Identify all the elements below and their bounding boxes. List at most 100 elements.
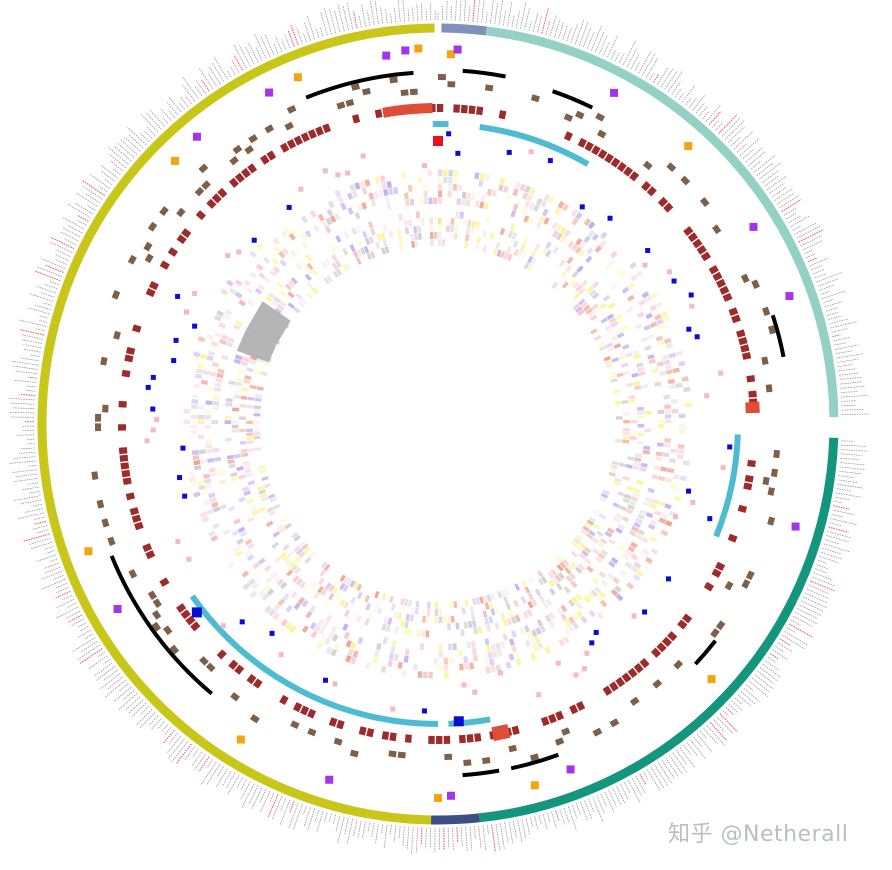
tip-label [821, 290, 846, 299]
heatmap-cell [334, 189, 342, 198]
heatmap-cell [466, 227, 471, 235]
highlight-marker [453, 716, 464, 727]
heatmap-cell [644, 496, 652, 503]
heatmap-cell [224, 415, 232, 420]
heatmap-cell [214, 456, 222, 462]
heatmap-cell [202, 369, 210, 376]
heatmap-cell [230, 471, 238, 478]
heatmap-cell [470, 227, 475, 235]
heatmap-cell [224, 308, 233, 316]
heatmap-cell [326, 274, 333, 283]
heatmap-cell [621, 399, 629, 404]
brown-block [95, 413, 102, 422]
heatmap-cell [256, 357, 265, 364]
heatmap-cell [513, 248, 520, 257]
clade-arc-navy [431, 813, 480, 825]
heatmap-cell [490, 665, 497, 673]
blue-pink-marker [192, 323, 198, 329]
heatmap-cell [560, 613, 568, 621]
tip-label [175, 743, 192, 764]
heatmap-cell [309, 605, 317, 613]
tip-label [81, 641, 98, 652]
orange-red-block [491, 724, 511, 742]
tip-label [769, 182, 785, 194]
heatmap-cell [623, 493, 632, 500]
heatmap-cell [324, 258, 331, 267]
heatmap-cell [246, 436, 254, 441]
darkred-bar [591, 145, 601, 156]
heatmap-cell [618, 462, 626, 468]
tip-label [620, 784, 629, 800]
brown-block [244, 145, 254, 155]
heatmap-cell [397, 661, 403, 669]
blue-pink-marker [581, 666, 587, 672]
heatmap-cell [559, 226, 567, 235]
heatmap-cell [347, 207, 354, 215]
heatmap-cell [592, 523, 601, 530]
heatmap-cell [472, 654, 479, 662]
heatmap-cell [464, 241, 469, 249]
heatmap-cell [270, 571, 278, 580]
heatmap-cell [382, 224, 388, 232]
heatmap-cell [325, 614, 333, 623]
darkred-bar [511, 725, 520, 735]
heatmap-cell [300, 232, 308, 241]
heatmap-cell [234, 453, 242, 459]
tip-label [107, 676, 124, 690]
tip-label [524, 7, 530, 30]
heatmap-cell [303, 546, 311, 554]
darkred-bar-ring [118, 103, 760, 744]
heatmap-cell [419, 643, 425, 651]
heatmap-cell [685, 402, 692, 408]
blue-pink-marker [689, 303, 695, 309]
tip-label [810, 580, 835, 592]
inner-heatmap-ring [224, 211, 652, 638]
outer-marker [785, 292, 794, 301]
darkred-bar [677, 619, 688, 630]
cyan-arc [448, 716, 491, 727]
heatmap-cell [226, 561, 235, 570]
heatmap-cell [342, 264, 349, 272]
darkred-bar [131, 324, 142, 333]
heatmap-cell [213, 387, 221, 392]
heatmap-cell [639, 466, 647, 473]
brown-block [642, 160, 653, 171]
heatmap-cell [604, 324, 613, 331]
heatmap-cell [255, 393, 263, 398]
heatmap-cell [627, 294, 635, 302]
heatmap-cell [625, 508, 634, 515]
heatmap-cell [475, 597, 481, 605]
tip-label [163, 727, 172, 736]
brown-block [761, 356, 769, 365]
tip-label [36, 554, 56, 562]
tip-label [546, 812, 551, 823]
tip-label [793, 615, 814, 628]
heatmap-cell [625, 464, 633, 469]
heatmap-cell [658, 475, 666, 482]
tip-label [840, 462, 866, 466]
tip-label [718, 114, 738, 134]
heatmap-cell [626, 485, 635, 492]
heatmap-cell [427, 601, 431, 609]
tip-label [797, 608, 818, 620]
blue-pink-marker [584, 650, 590, 656]
heatmap-cell [343, 609, 350, 618]
darkred-bar [712, 271, 723, 282]
tip-label [102, 659, 110, 665]
heatmap-cell [295, 262, 303, 271]
outer-marker [684, 142, 693, 151]
heatmap-cell [526, 631, 533, 639]
heatmap-cell [563, 229, 571, 238]
heatmap-cell [231, 476, 239, 482]
heatmap-cell [480, 194, 486, 202]
blue-pink-marker [667, 269, 673, 275]
heatmap-cell [233, 518, 241, 525]
tip-label [194, 85, 203, 97]
tip-label [743, 687, 760, 703]
tip-label [816, 564, 829, 570]
tip-label [740, 691, 756, 705]
tip-label [537, 16, 542, 33]
heatmap-cell [403, 192, 409, 200]
heatmap-cell [205, 400, 213, 406]
heatmap-cell [352, 650, 359, 658]
